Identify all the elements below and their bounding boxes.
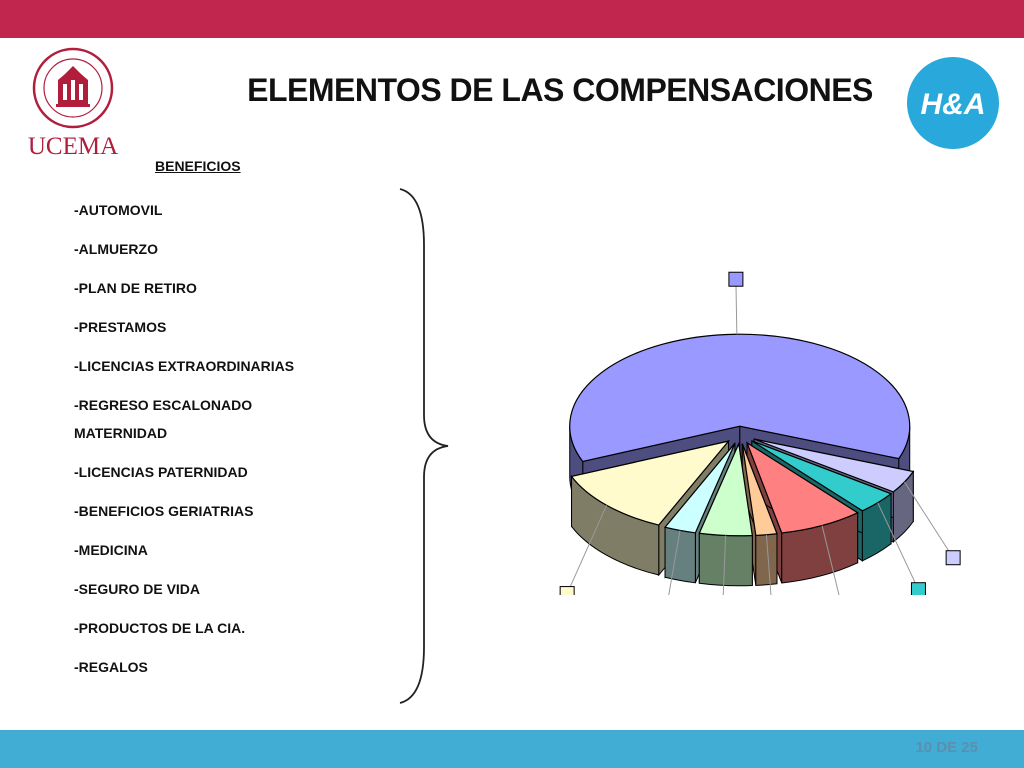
leader-line (821, 525, 840, 595)
leader-line (668, 530, 681, 595)
pie-slice (745, 441, 859, 534)
list-item: -PLAN DE RETIRO (74, 280, 197, 296)
slice-marker (945, 550, 961, 566)
section-subtitle: BENEFICIOS (155, 158, 241, 174)
list-item: -MEDICINA (74, 542, 148, 558)
list-item: -REGRESO ESCALONADO MATERNIDAD (74, 397, 253, 441)
list-item: -LICENCIAS PATERNIDAD (74, 464, 248, 480)
list-item: -PRESTAMOS (74, 319, 167, 335)
leader-line (904, 481, 954, 558)
pie-slice (698, 441, 754, 537)
list-item: -AUTOMOVIL (74, 202, 163, 218)
list-item: -BENEFICIOS GERIATRIAS (74, 503, 254, 519)
leader-line (877, 502, 919, 590)
slice-marker (728, 271, 744, 287)
brand-logo-text: H&A (921, 88, 986, 121)
page-title: ELEMENTOS DE LAS COMPENSACIONES (247, 72, 873, 108)
leader-line (765, 534, 772, 595)
org-name: UCEMA (28, 133, 118, 160)
leader-line (735, 279, 738, 335)
pie-slice (569, 333, 911, 463)
list-item: -PRODUCTOS DE LA CIA. (74, 620, 246, 636)
brand-logo: H&A (907, 57, 999, 149)
page-number: 10 DE 25 (915, 739, 978, 756)
benefits-list: -AUTOMOVIL -ALMUERZO -PLAN DE RETIRO -PR… (74, 196, 314, 692)
benefits-pie-chart (559, 271, 961, 595)
slice-marker (559, 586, 575, 595)
leader-line (566, 505, 608, 594)
leader-line (722, 535, 727, 595)
slice-marker (910, 582, 926, 595)
bottom-bar: 10 DE 25 (0, 730, 1024, 768)
list-item: -LICENCIAS EXTRAORDINARIAS (74, 358, 295, 374)
list-item: -ALMUERZO (74, 241, 158, 257)
list-item: -SEGURO DE VIDA (74, 581, 201, 597)
ucema-logo: UCEMA (28, 47, 118, 160)
curly-brace (399, 188, 449, 704)
list-item: -REGALOS (74, 659, 148, 675)
top-bar (0, 0, 1024, 38)
